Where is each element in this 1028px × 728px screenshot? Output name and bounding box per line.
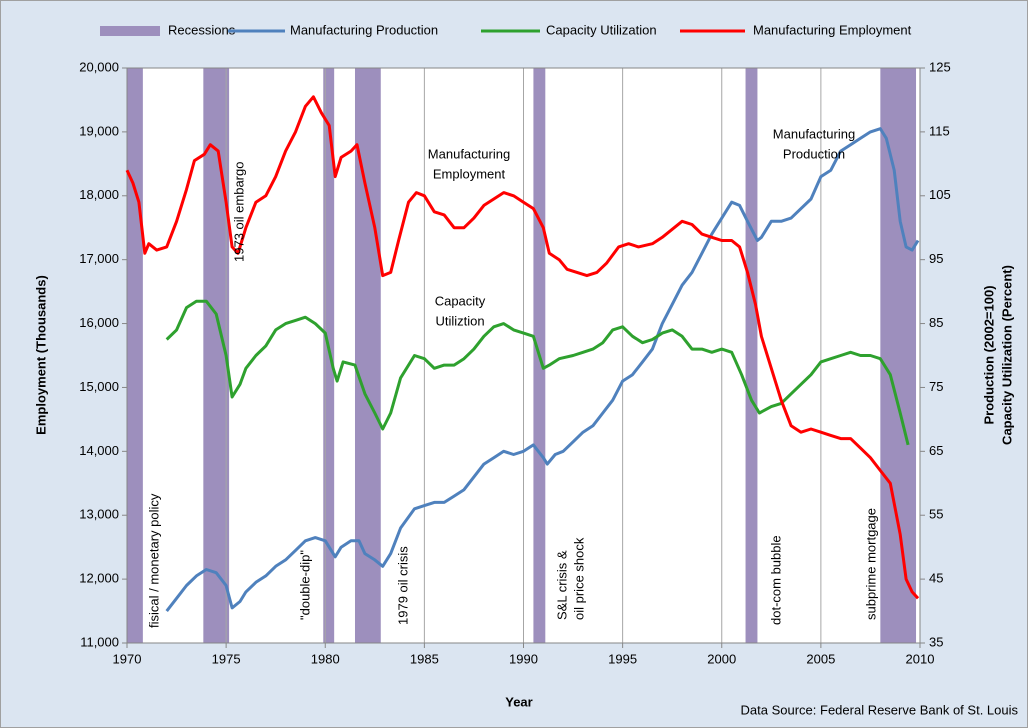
y2-tick-label: 115 <box>929 123 950 138</box>
y2-tick-label: 45 <box>929 571 943 586</box>
y-tick-label: 12,000 <box>79 571 119 586</box>
y2-axis-title: Capacity Utilization (Percent) <box>999 265 1014 445</box>
y-axis-title: Employment (Thousands) <box>33 275 48 435</box>
x-tick-label: 1975 <box>212 651 241 666</box>
annotation: S&L crisis & <box>554 550 569 620</box>
y-tick-label: 17,000 <box>79 251 119 266</box>
legend-label: Capacity Utilization <box>546 22 657 37</box>
y-tick-label: 18,000 <box>79 187 119 202</box>
y2-tick-label: 95 <box>929 251 943 266</box>
annotation: subprime mortgage <box>863 508 878 620</box>
annotation: oil price shock <box>571 537 586 620</box>
y-tick-label: 20,000 <box>79 59 119 74</box>
annotation: Manufacturing <box>428 146 510 161</box>
series-line <box>165 127 920 613</box>
x-axis-title: Year <box>505 694 532 709</box>
x-tick-label: 1995 <box>608 651 637 666</box>
y2-tick-label: 35 <box>929 634 943 649</box>
x-tick-label: 2005 <box>806 651 835 666</box>
y2-tick-label: 55 <box>929 507 943 522</box>
y2-tick-label: 75 <box>929 379 943 394</box>
source-note: Data Source: Federal Reserve Bank of St.… <box>741 702 1019 717</box>
x-tick-label: 1970 <box>113 651 142 666</box>
y-tick-label: 19,000 <box>79 123 119 138</box>
y-tick-label: 14,000 <box>79 443 119 458</box>
x-tick-label: 2010 <box>906 651 935 666</box>
annotation: "double-dip" <box>297 550 312 620</box>
annotation: fisical / monetary policy <box>146 493 161 628</box>
legend-label: Manufacturing Employment <box>753 22 912 37</box>
series-line <box>125 95 920 600</box>
annotation: 1973 oil embargo <box>231 162 246 262</box>
y-tick-label: 13,000 <box>79 507 119 522</box>
y2-tick-label: 105 <box>929 187 951 202</box>
annotation: 1979 oil crisis <box>395 546 410 625</box>
recession-band <box>745 68 758 643</box>
legend-label: Recessions <box>168 22 236 37</box>
annotation: Capacity <box>435 293 486 308</box>
plot-border <box>126 67 921 644</box>
annotation: Production <box>783 146 845 161</box>
y-tick-label: 16,000 <box>79 315 119 330</box>
y2-tick-label: 85 <box>929 315 943 330</box>
y2-tick-label: 125 <box>929 59 951 74</box>
x-tick-label: 1990 <box>509 651 538 666</box>
recession-band <box>127 68 143 643</box>
legend-swatch <box>100 26 160 36</box>
annotation: Manufacturing <box>773 126 855 141</box>
x-tick-label: 1985 <box>410 651 439 666</box>
y2-axis-title: Production (2002=100) <box>981 285 996 424</box>
y2-tick-label: 65 <box>929 443 943 458</box>
annotation: dot-com bubble <box>768 535 783 625</box>
y-tick-label: 11,000 <box>80 634 119 649</box>
recession-band <box>880 68 917 643</box>
recession-band <box>354 68 381 643</box>
annotation: Utiliztion <box>435 313 484 328</box>
annotation: Employment <box>433 166 506 181</box>
x-tick-label: 2000 <box>707 651 736 666</box>
legend-label: Manufacturing Production <box>290 22 438 37</box>
y-tick-label: 15,000 <box>79 379 119 394</box>
x-tick-label: 1980 <box>311 651 340 666</box>
recession-band <box>323 68 335 643</box>
